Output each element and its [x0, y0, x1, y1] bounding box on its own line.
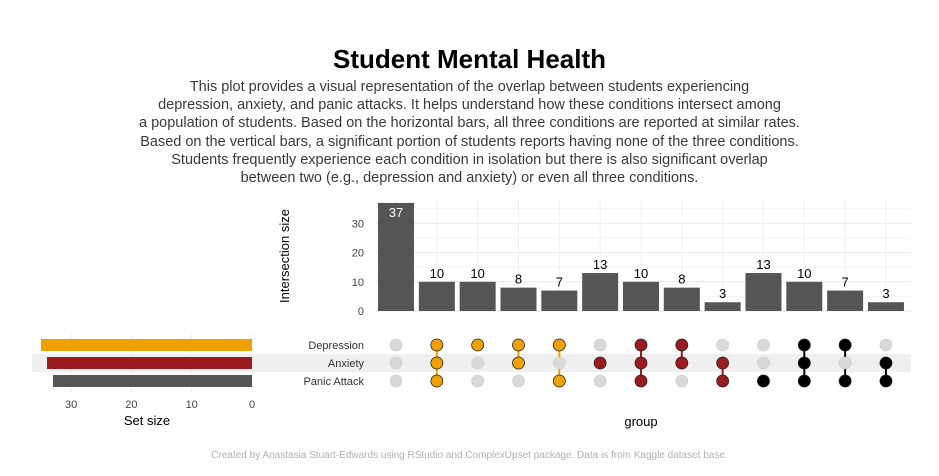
set-size-bar: [46, 357, 253, 369]
matrix-dot-inactive: [389, 356, 403, 370]
y-tick-label: 10: [352, 277, 364, 289]
matrix-dot-inactive: [389, 338, 403, 352]
matrix-dot-active: [430, 338, 444, 352]
intersection-bar: [378, 202, 414, 311]
page-title: Student Mental Health: [332, 44, 606, 74]
matrix-dot-active: [716, 356, 730, 370]
matrix-dot-active: [757, 374, 770, 388]
matrix-dot-inactive: [716, 338, 729, 352]
matrix-dot-active: [430, 356, 444, 370]
bar-value-label: 13: [756, 257, 770, 272]
page-subtitle: This plot provides a visual representati…: [90, 78, 849, 187]
bar-value-label: 10: [634, 266, 648, 281]
set-size-tick-label: 0: [249, 399, 255, 411]
set-size-tick-label: 20: [125, 399, 137, 411]
intersection-bar: [582, 273, 619, 311]
subtitle-line: depression, anxiety, and panic attacks. …: [158, 97, 781, 114]
matrix-dot-active: [512, 338, 525, 352]
matrix-dot-inactive: [757, 338, 770, 352]
matrix-dot-inactive: [471, 356, 484, 370]
matrix-dot-active: [634, 374, 648, 388]
bar-value-label: 3: [719, 286, 726, 301]
matrix-dot-active: [879, 374, 893, 388]
subtitle-line: This plot provides a visual representati…: [189, 79, 750, 95]
matrix-dot-active: [552, 338, 566, 352]
matrix-dot-active: [797, 356, 811, 370]
intersection-bar: [459, 281, 496, 311]
subtitle-line: a population of students. Based on the h…: [139, 115, 800, 132]
bar-value-label: 7: [842, 275, 849, 290]
matrix-dot-active: [797, 374, 811, 388]
bar-value-label: 3: [882, 286, 889, 301]
bar-value-label: 8: [515, 272, 522, 287]
matrix-dot-active: [552, 374, 566, 388]
matrix-dot-active: [593, 356, 607, 370]
set-name-label: Panic Attack: [303, 376, 364, 388]
matrix-dot-active: [634, 338, 648, 352]
caption: Created by Anastasia Stuart-Edwards usin…: [211, 450, 728, 461]
set-size-bar: [40, 339, 253, 351]
y-tick-label: 30: [352, 218, 364, 230]
matrix-dot-active: [430, 374, 444, 388]
intersection-bar: [663, 287, 700, 311]
bar-value-label: 13: [593, 257, 607, 272]
matrix-dot-active: [675, 356, 689, 370]
matrix-dot-active: [879, 356, 893, 370]
matrix-dot-inactive: [838, 356, 852, 370]
bar-value-label: 37: [389, 205, 403, 220]
y-axis-label: Intersection size: [277, 209, 292, 303]
set-size-tick-label: 30: [65, 399, 77, 411]
matrix-dot-active: [471, 338, 485, 352]
set-size-axis-label: Set size: [124, 413, 170, 428]
matrix-dot-active: [675, 338, 689, 352]
matrix-dot-inactive: [471, 374, 484, 388]
y-tick-label: 20: [352, 248, 364, 260]
subtitle-line: Students frequently experience each cond…: [171, 151, 768, 168]
set-name-label: Depression: [308, 340, 364, 352]
matrix-dot-inactive: [389, 374, 403, 388]
subtitle-line: Based on the vertical bars, a significan…: [140, 133, 799, 150]
intersection-bar: [622, 281, 659, 311]
bar-value-label: 7: [556, 275, 563, 290]
set-size-tick-label: 10: [186, 399, 198, 411]
matrix-dot-active: [838, 374, 852, 388]
bar-value-label: 10: [470, 266, 484, 281]
intersection-bar: [867, 302, 904, 311]
matrix-dot-inactive: [593, 338, 607, 352]
matrix-dot-inactive: [593, 374, 607, 388]
subtitle-line: between two (e.g., depression and anxiet…: [240, 170, 699, 187]
intersection-bar: [827, 290, 864, 311]
matrix-dot-inactive: [879, 338, 893, 352]
set-name-label: Anxiety: [328, 358, 365, 370]
y-tick-label: 0: [358, 306, 364, 318]
matrix-dot-inactive: [757, 356, 770, 370]
intersection-bar: [500, 287, 537, 311]
matrix-dot-active: [797, 338, 811, 352]
matrix-dot-active: [634, 356, 648, 370]
bar-value-label: 10: [797, 266, 811, 281]
matrix-dot-inactive: [512, 374, 525, 388]
intersection-bar: [786, 281, 823, 311]
matrix-dot-active: [716, 374, 730, 388]
intersection-bar: [745, 273, 782, 311]
intersection-bar: [541, 290, 578, 311]
intersection-bar: [418, 281, 455, 311]
bar-value-label: 10: [430, 266, 444, 281]
x-axis-label: group: [624, 414, 657, 429]
matrix-dot-active: [838, 338, 852, 352]
matrix-dot-active: [512, 356, 525, 370]
matrix-dot-inactive: [553, 356, 566, 370]
bar-value-label: 8: [678, 272, 685, 287]
set-size-bar: [53, 375, 253, 387]
intersection-bar: [704, 302, 741, 311]
matrix-dot-inactive: [675, 374, 689, 388]
